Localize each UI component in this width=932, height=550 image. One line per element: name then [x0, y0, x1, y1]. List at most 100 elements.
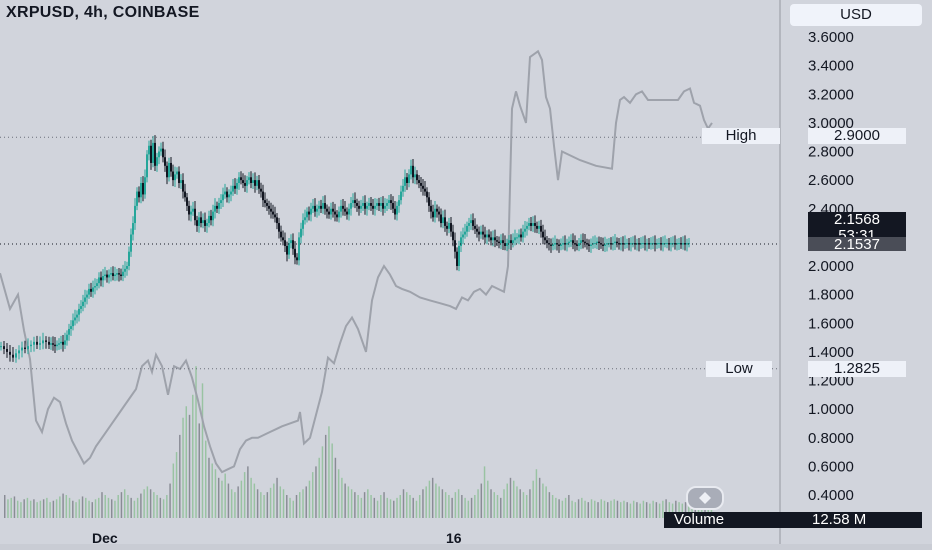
volume-bar	[691, 502, 693, 518]
candle-body	[438, 211, 440, 215]
candle-body	[562, 243, 564, 245]
volume-bar	[561, 500, 564, 518]
volume-bar	[380, 495, 382, 518]
candle-body	[314, 205, 316, 212]
candle-body	[586, 243, 588, 245]
volume-bar	[334, 457, 337, 518]
volume-bar	[360, 497, 363, 518]
candle-body	[66, 334, 68, 341]
volume-bar	[671, 503, 674, 518]
x-label-dec: Dec	[92, 530, 118, 546]
candle-body	[204, 220, 206, 226]
volume-bar	[435, 483, 437, 518]
candle-body	[436, 208, 438, 212]
candle-body	[516, 237, 518, 239]
candle-body	[320, 205, 322, 209]
candle-body	[152, 142, 154, 163]
volume-bar	[276, 477, 278, 518]
candle-body	[60, 341, 62, 344]
candle-body	[494, 237, 496, 241]
volume-bar	[146, 486, 149, 518]
volume-bar	[117, 495, 119, 518]
plot-area[interactable]	[0, 0, 780, 544]
candle-body	[502, 240, 504, 244]
candle-body	[422, 185, 424, 189]
volume-bar	[282, 489, 285, 518]
candle-body	[478, 231, 480, 235]
candle-body	[78, 308, 80, 315]
candle-body	[394, 208, 396, 215]
volume-bar	[85, 497, 87, 518]
volume-bar	[597, 502, 599, 518]
volume-bar	[26, 497, 29, 518]
candle-body	[114, 274, 116, 277]
candle-body	[658, 243, 660, 245]
candle-body	[458, 245, 460, 266]
candle-body	[432, 211, 434, 218]
candle-body	[560, 244, 562, 246]
candle-body	[650, 243, 652, 245]
volume-bar	[668, 502, 671, 518]
candle-body	[98, 277, 100, 284]
candle-body	[344, 208, 346, 212]
volume-bar	[594, 500, 596, 518]
volume-bar	[321, 446, 324, 518]
price-axis[interactable]: 3.60003.40003.20003.00002.80002.60002.40…	[808, 29, 854, 504]
candle-body	[128, 251, 130, 266]
volume-bar	[16, 500, 19, 518]
y-tick-label: 0.6000	[808, 458, 854, 475]
volume-bar	[140, 493, 142, 518]
candle-body	[192, 208, 194, 212]
candle-body	[598, 241, 600, 244]
candle-body	[582, 240, 584, 242]
candle-body	[678, 243, 680, 245]
volume-bar	[363, 492, 366, 518]
candle-body	[56, 344, 58, 347]
volume-bar	[149, 489, 152, 518]
volume-bar	[461, 495, 463, 518]
volume-bar	[192, 394, 194, 518]
candle-body	[146, 154, 148, 178]
volume-bar	[188, 414, 191, 518]
candle-body	[288, 243, 290, 255]
candle-body	[120, 274, 122, 277]
candle-body	[424, 188, 426, 192]
high-value: 2.9000	[808, 128, 906, 144]
candle-body	[384, 205, 386, 209]
volume-bar	[130, 497, 132, 518]
volume-bar	[389, 499, 392, 518]
candle-body	[188, 205, 190, 215]
volume-bar	[396, 497, 398, 518]
candle-body	[268, 205, 270, 209]
volume-bar	[441, 489, 444, 518]
volume-bar	[324, 434, 327, 518]
candle-body	[338, 211, 340, 218]
candle-body	[15, 353, 17, 358]
volume-bar	[574, 502, 577, 518]
candle-body	[466, 225, 468, 232]
volume-bar	[535, 469, 538, 518]
candle-body	[482, 231, 484, 235]
volume-bar	[299, 492, 301, 518]
volume-bar	[182, 417, 184, 518]
candle-body	[596, 241, 598, 244]
candle-body	[356, 203, 358, 206]
currency-selector[interactable]: USD	[790, 4, 922, 26]
candle-body	[366, 205, 368, 209]
candle-body	[196, 220, 198, 226]
volume-bar	[393, 500, 395, 518]
candle-body	[96, 283, 98, 287]
y-tick-label: 3.6000	[808, 29, 854, 46]
volume-bar	[240, 480, 243, 518]
chart-settings-icon[interactable]	[686, 486, 724, 510]
candle-body	[554, 243, 556, 245]
candle-body	[454, 240, 456, 252]
candle-body	[440, 214, 442, 224]
volume-bar	[227, 483, 230, 518]
candle-body	[156, 157, 158, 166]
candle-body	[442, 217, 444, 224]
volume-bar	[350, 489, 353, 518]
candle-body	[380, 203, 382, 206]
candle-body	[238, 177, 240, 183]
